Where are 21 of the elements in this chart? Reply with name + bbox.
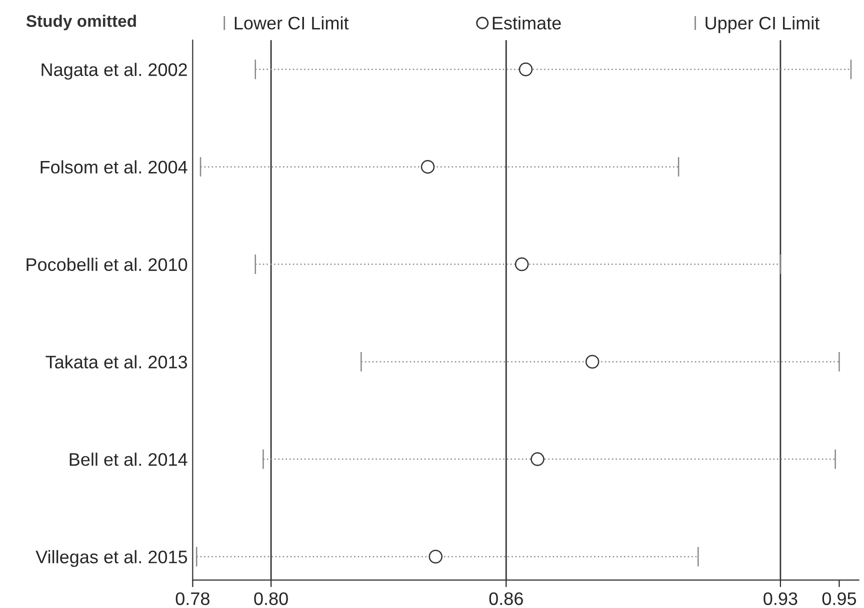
y-tick-label: Villegas et al. 2015 (36, 550, 188, 567)
legend-label: Estimate (492, 16, 561, 30)
y-tick-label: Bell et al. 2014 (70, 452, 188, 466)
y-axis-title: Study omitted (26, 14, 136, 30)
point (585, 354, 600, 369)
x-tick-label: 0.78 (176, 592, 210, 606)
point (420, 160, 435, 174)
x-tick-label: 0.95 (822, 592, 856, 606)
text: Upper CI Limit (706, 16, 820, 34)
point (428, 550, 442, 564)
y-tick-label: Nagata et al. 2002 (42, 62, 187, 80)
point (518, 62, 533, 76)
point (514, 257, 529, 272)
x-tick-label: 0.93 (764, 592, 798, 606)
y-tick-label: Takata et al. 2013 (46, 355, 188, 368)
text: Lower CI Limit (234, 16, 349, 30)
x-tick-label: 0.80 (254, 592, 288, 606)
y-tick-label: Pocobelli et al. 2010 (26, 258, 188, 271)
point (530, 452, 544, 466)
x-tick-label: 0.86 (489, 592, 523, 606)
y-tick-label: Folsom et al. 2004 (40, 160, 188, 174)
